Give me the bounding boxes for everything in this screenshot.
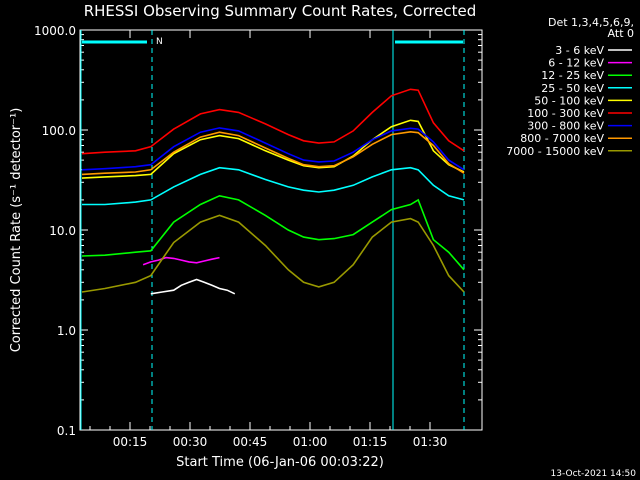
x-tick-label: 01:30 <box>413 435 448 449</box>
legend-item-label: 100 - 300 keV <box>527 107 604 120</box>
legend-item-label: 25 - 50 keV <box>541 82 604 95</box>
legend-item-label: 50 - 100 keV <box>534 94 604 107</box>
x-tick-label: 00:15 <box>113 435 148 449</box>
legend-item-label: 6 - 12 keV <box>548 57 604 70</box>
legend-item-label: 3 - 6 keV <box>555 44 604 57</box>
night-marker-label: N <box>156 37 163 47</box>
legend-item-label: 12 - 25 keV <box>541 69 604 82</box>
y-tick-label: 1000.0 <box>34 24 76 38</box>
series-line <box>81 119 465 179</box>
y-tick-label: 1.0 <box>57 324 76 338</box>
y-tick-label: 100.0 <box>42 124 76 138</box>
x-tick-label: 01:00 <box>293 435 328 449</box>
x-tick-label: 00:45 <box>233 435 268 449</box>
legend-item-label: 300 - 800 keV <box>527 120 604 133</box>
legend-item-label: 800 - 7000 keV <box>520 132 604 145</box>
legend-header: Det 1,3,4,5,6,9, <box>548 16 634 29</box>
series-line <box>81 130 465 176</box>
series-line <box>81 88 465 155</box>
series-line <box>150 278 236 295</box>
x-tick-label: 00:30 <box>173 435 208 449</box>
legend-item-label: 7000 - 15000 keV <box>506 145 604 158</box>
plot-area: 0.1 1.0 10.0 100.0 1000.0 00:15 00:30 00:45 01:0… <box>34 24 483 449</box>
footer-timestamp: 13-Oct-2021 14:50 <box>551 469 637 479</box>
series-line <box>81 194 465 271</box>
series-line <box>142 256 220 266</box>
y-tick-label: 0.1 <box>57 424 76 438</box>
y-tick-label: 10.0 <box>49 224 76 238</box>
chart-title: RHESSI Observing Summary Count Rates, Co… <box>84 2 477 20</box>
series-line <box>81 214 465 293</box>
y-axis-label: Corrected Count Rate (s⁻¹ detector⁻¹) <box>9 108 24 353</box>
x-axis-label: Start Time (06-Jan-06 00:03:22) <box>176 455 384 470</box>
series-line <box>81 127 465 171</box>
series-line <box>82 166 465 206</box>
legend-header: Att 0 <box>608 27 634 40</box>
x-tick-label: 01:15 <box>353 435 388 449</box>
